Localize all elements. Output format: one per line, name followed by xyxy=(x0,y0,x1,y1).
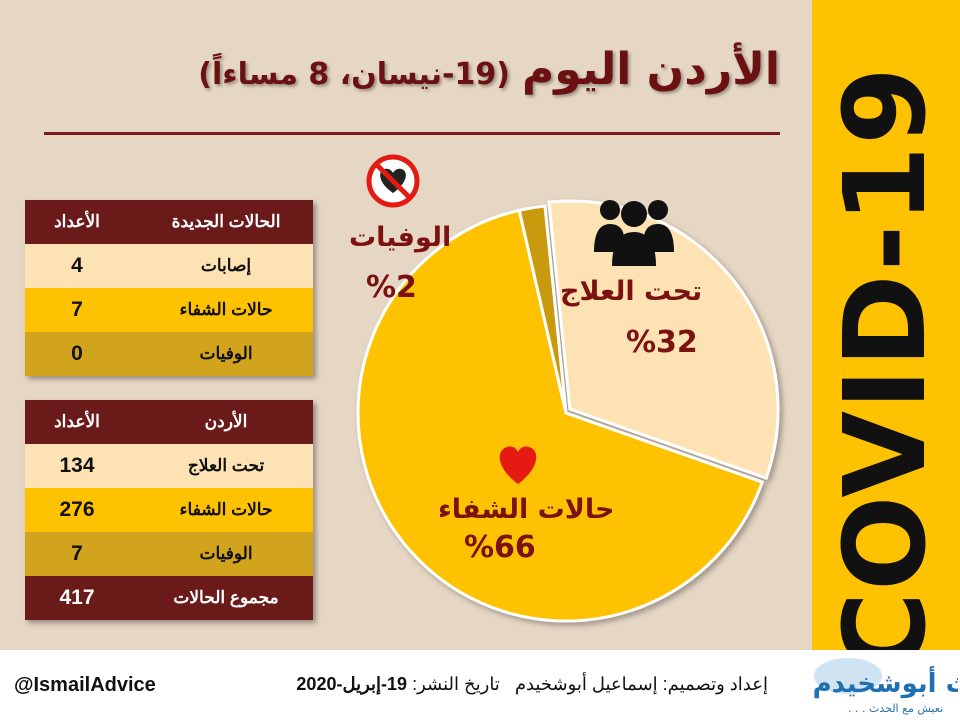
row-label: حالات الشفاء xyxy=(129,288,313,332)
table-row: حالات الشفاء 7 xyxy=(25,288,313,332)
row-value: 134 xyxy=(25,444,129,488)
title-divider xyxy=(44,132,780,135)
no-heart-icon xyxy=(366,154,420,208)
row-value: 7 xyxy=(25,288,129,332)
row-value: 276 xyxy=(25,488,129,532)
date-label: تاريخ النشر: xyxy=(412,674,500,694)
row-label: الوفيات xyxy=(129,532,313,576)
table-row-total: مجموع الحالات 417 xyxy=(25,576,313,620)
twitter-handle: @IsmailAdvice xyxy=(14,674,156,696)
row-value: 7 xyxy=(25,532,129,576)
header-num: الأعداد xyxy=(25,400,129,444)
row-label: تحت العلاج xyxy=(129,444,313,488)
slice-label-treatment: تحت العلاج xyxy=(560,276,703,307)
title-date: (19-نيسان، 8 مساءاً) xyxy=(198,57,510,92)
table-row: الوفيات 7 xyxy=(25,532,313,576)
slice-value-treatment: %32 xyxy=(626,325,698,360)
heart-icon xyxy=(499,446,537,484)
table-row: الوفيات 0 xyxy=(25,332,313,376)
people-group-icon xyxy=(594,200,674,266)
table-row: إصابات 4 xyxy=(25,244,313,288)
row-value: 0 xyxy=(25,332,129,376)
row-label: الوفيات xyxy=(129,332,313,376)
row-label: إصابات xyxy=(129,244,313,288)
brand-logo: أحداث أبوشخيدم xyxy=(813,658,958,699)
pie-slice-recovered xyxy=(356,208,765,623)
covid-band-title: COVID-19 xyxy=(821,65,951,675)
row-label: مجموع الحالات xyxy=(129,576,313,620)
table-header-row: الحالات الجديدة الأعداد xyxy=(25,200,313,244)
covid-band xyxy=(812,0,960,650)
row-value: 4 xyxy=(25,244,129,288)
slice-value-recovered: %66 xyxy=(464,530,536,565)
header-label: الأردن xyxy=(129,400,313,444)
title-main: الأردن اليوم xyxy=(521,44,780,95)
header-num: الأعداد xyxy=(25,200,129,244)
table-row: تحت العلاج 134 xyxy=(25,444,313,488)
slice-value-deaths: %2 xyxy=(366,270,417,305)
credit-line: إعداد وتصميم: إسماعيل أبوشخيدم تاريخ الن… xyxy=(220,674,768,695)
credit-author: إعداد وتصميم: إسماعيل أبوشخيدم xyxy=(514,674,768,694)
table-row: حالات الشفاء 276 xyxy=(25,488,313,532)
globe-icon xyxy=(814,658,882,694)
pie-slice-deaths xyxy=(517,204,568,414)
row-label: حالات الشفاء xyxy=(129,488,313,532)
page-title: الأردن اليوم (19-نيسان، 8 مساءاً) xyxy=(40,44,780,124)
logo-text: أحداث أبوشخيدم xyxy=(813,666,958,699)
table-header-row: الأردن الأعداد xyxy=(25,400,313,444)
daily-cases-table: الحالات الجديدة الأعداد إصابات 4 حالات ا… xyxy=(25,200,313,376)
slice-label-deaths: الوفيات xyxy=(349,222,452,253)
total-cases-table: الأردن الأعداد تحت العلاج 134 حالات الشف… xyxy=(25,400,313,620)
footer-bar xyxy=(0,650,960,720)
header-label: الحالات الجديدة xyxy=(129,200,313,244)
slice-label-recovered: حالات الشفاء xyxy=(438,494,615,525)
date-value: 19-إبريل-2020 xyxy=(296,674,408,694)
logo-tagline: نعيش مع الحدث . . . xyxy=(848,702,944,715)
row-value: 417 xyxy=(25,576,129,620)
